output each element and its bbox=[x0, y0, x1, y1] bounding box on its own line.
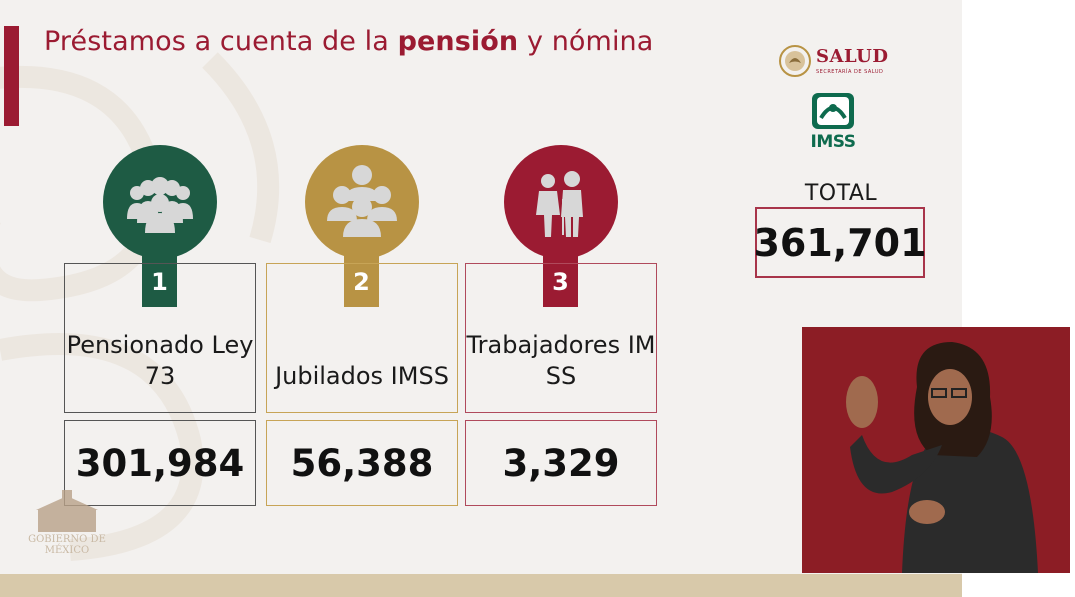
card-number: 2 bbox=[344, 245, 379, 307]
card-label-box: Pensionado Ley 73 bbox=[64, 263, 256, 413]
title-highlight: pensión bbox=[397, 26, 519, 57]
salud-subtitle: SECRETARÍA DE SALUD bbox=[816, 69, 884, 75]
card-number: 3 bbox=[543, 245, 578, 307]
group-icon bbox=[327, 165, 397, 237]
card-trabajadores-imss: 3 Trabajadores IMSS 3,329 bbox=[463, 145, 659, 510]
building-icon bbox=[36, 490, 98, 532]
card-value: 56,388 bbox=[266, 420, 458, 506]
salud-logo: SALUD SECRETARÍA DE SALUD bbox=[776, 42, 896, 82]
card-number: 1 bbox=[142, 245, 177, 307]
total-label: TOTAL bbox=[804, 181, 878, 206]
gobierno-line2: MÉXICO bbox=[44, 545, 90, 556]
imss-name: IMSS bbox=[810, 132, 856, 152]
card-pin-circle bbox=[504, 145, 618, 259]
gobierno-text: GOBIERNO DE MÉXICO bbox=[28, 534, 106, 556]
card-pin-circle bbox=[305, 145, 419, 259]
title-suffix: y nómina bbox=[518, 26, 654, 57]
mexico-eagle-emblem-icon bbox=[779, 45, 811, 77]
elderly-couple-icon bbox=[536, 171, 583, 237]
imss-logo: IMSS bbox=[805, 92, 861, 156]
card-label: Pensionado Ley 73 bbox=[66, 330, 254, 390]
title-accent-bar bbox=[4, 26, 19, 126]
presentation-slide: Préstamos a cuenta de la pensión y nómin… bbox=[0, 0, 962, 574]
card-label: Trabajadores IMSS bbox=[466, 330, 656, 390]
card-value: 3,329 bbox=[465, 420, 657, 506]
card-label: Jubilados IMSS bbox=[275, 361, 449, 390]
bottom-decorative-band bbox=[0, 574, 962, 597]
card-pensionado-ley-73: 1 Pensionado Ley 73 301,984 bbox=[62, 145, 258, 510]
gobierno-line1: GOBIERNO DE bbox=[28, 534, 106, 545]
page-title: Préstamos a cuenta de la pensión y nómin… bbox=[44, 26, 653, 57]
card-label-box: Trabajadores IMSS bbox=[465, 263, 657, 413]
group-icon bbox=[127, 177, 193, 233]
card-pin-circle bbox=[103, 145, 217, 259]
imss-emblem-icon bbox=[812, 93, 854, 129]
sign-language-interpreter-video bbox=[802, 327, 1070, 573]
card-value: 301,984 bbox=[64, 420, 256, 506]
salud-name: SALUD bbox=[816, 46, 889, 67]
title-prefix: Préstamos a cuenta de la bbox=[44, 26, 398, 57]
interpreter-figure-icon bbox=[846, 342, 1038, 573]
card-label-box: Jubilados IMSS bbox=[266, 263, 458, 413]
gobierno-de-mexico-logo: GOBIERNO DE MÉXICO bbox=[28, 490, 106, 574]
card-jubilados-imss: 2 Jubilados IMSS 56,388 bbox=[264, 145, 460, 510]
total-value: 361,701 bbox=[753, 207, 927, 278]
